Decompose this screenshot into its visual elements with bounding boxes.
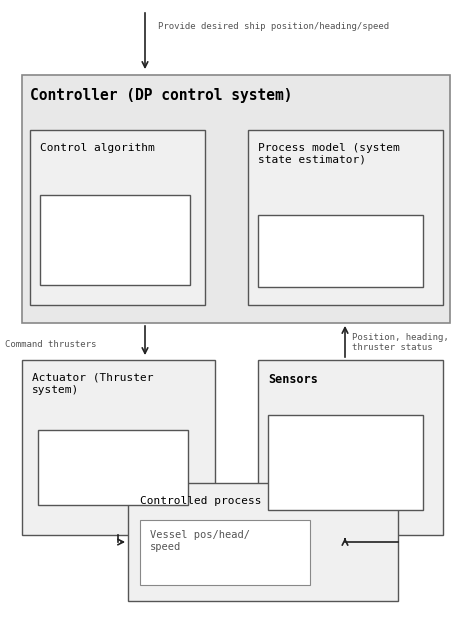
Text: Provide desired ship position/heading/speed: Provide desired ship position/heading/sp… (158, 22, 389, 31)
Bar (268, 415, 423, 510)
Text: Control algorithm: Control algorithm (40, 143, 155, 153)
Text: Controlled process: Controlled process (140, 496, 262, 506)
Bar (30, 130, 205, 305)
Text: Sensors: Sensors (268, 373, 318, 386)
Bar (140, 520, 310, 585)
Text: Actuator (Thruster
system): Actuator (Thruster system) (32, 373, 154, 394)
Bar (258, 215, 423, 287)
Text: Command thrusters: Command thrusters (5, 340, 96, 349)
Text: Process model (system
state estimator): Process model (system state estimator) (258, 143, 400, 165)
Bar (248, 130, 443, 305)
Text: Position, heading,
thruster status: Position, heading, thruster status (352, 333, 449, 353)
Text: Vessel pos/head/
speed: Vessel pos/head/ speed (150, 530, 250, 552)
Bar (22, 360, 215, 535)
Bar (40, 195, 190, 285)
Bar (22, 75, 450, 323)
Bar (128, 483, 398, 601)
Bar (258, 360, 443, 535)
Bar (38, 430, 188, 505)
Text: Controller (DP control system): Controller (DP control system) (30, 88, 292, 103)
